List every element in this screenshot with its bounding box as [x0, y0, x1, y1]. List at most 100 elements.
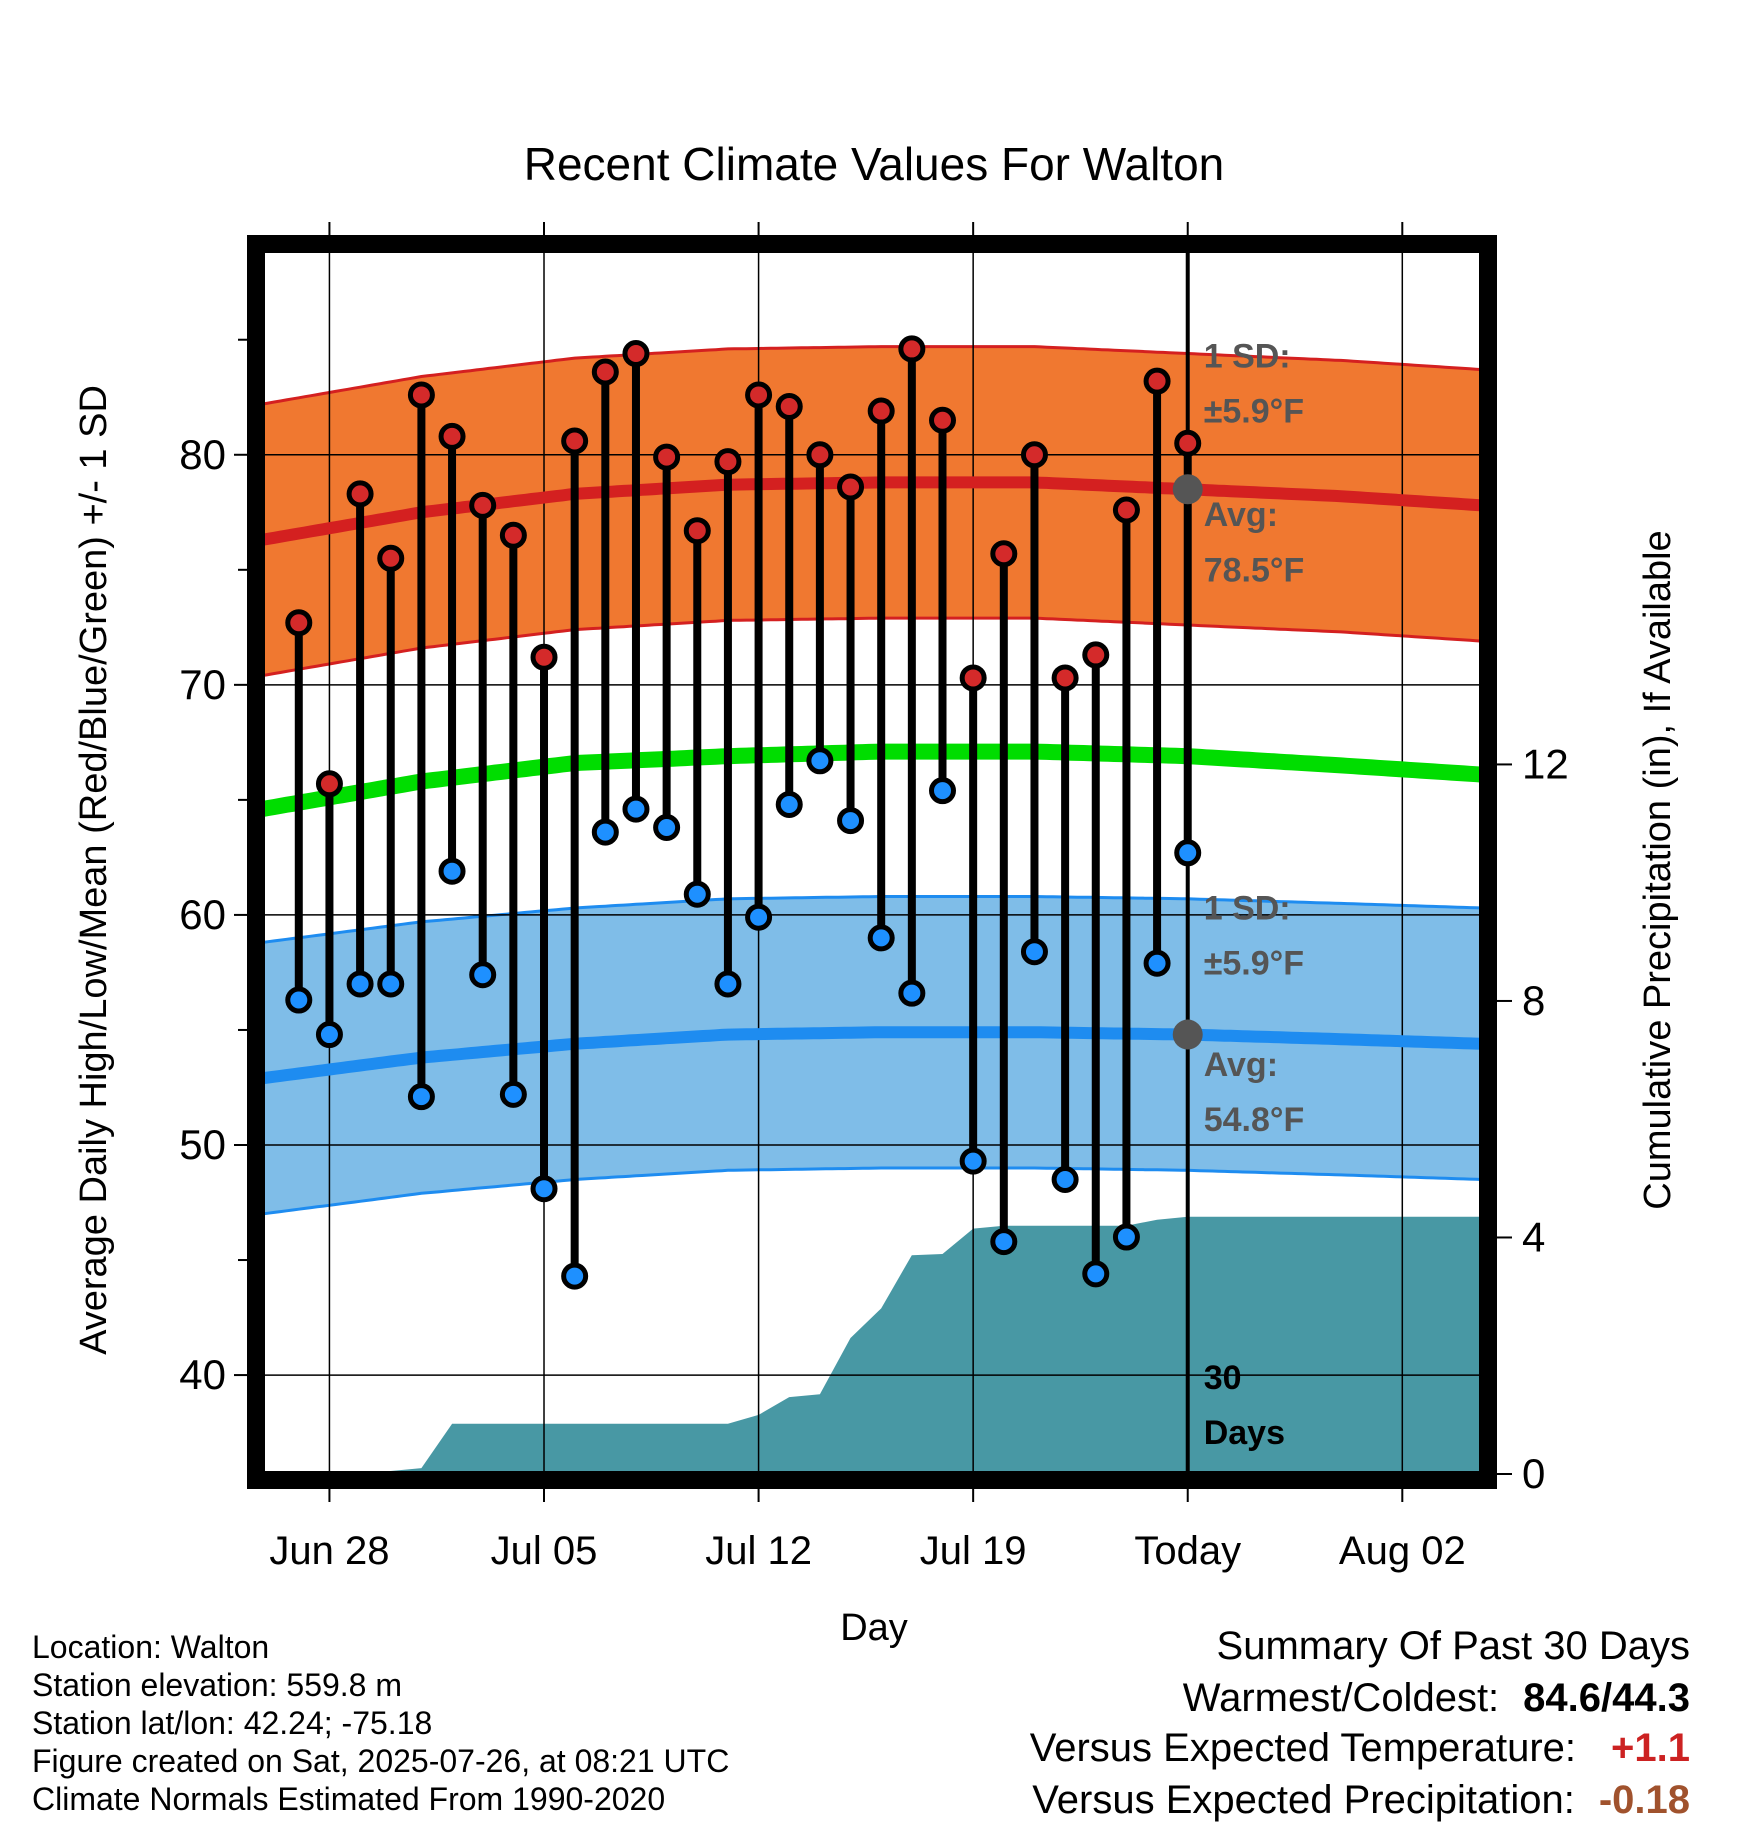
x-tick-label: Jul 12 — [705, 1529, 812, 1573]
high-sd-label: 1 SD: — [1204, 337, 1291, 375]
y-tick-label: 40 — [179, 1351, 226, 1398]
today-low-avg-marker — [1172, 1019, 1203, 1050]
low-avg-line — [262, 1026, 1482, 1085]
daily-low-point — [591, 818, 619, 846]
mean-avg-line — [262, 743, 1482, 817]
daily-high-point — [1020, 441, 1048, 469]
daily-high-point — [591, 358, 619, 386]
daily-high-point — [561, 427, 589, 455]
window-days-number: 30 — [1204, 1359, 1242, 1397]
daily-high-point — [1082, 641, 1110, 669]
station-info: Location: Walton Station elevation: 559.… — [32, 1628, 729, 1818]
daily-high-point — [714, 448, 742, 476]
daily-low-point — [438, 857, 466, 885]
daily-high-point — [959, 664, 987, 692]
y-axis-label: Average Daily High/Low/Mean (Red/Blue/Gr… — [73, 385, 115, 1355]
daily-high-point — [806, 441, 834, 469]
daily-high-point — [377, 544, 405, 572]
daily-low-point — [714, 970, 742, 998]
y-tick-label: 50 — [179, 1121, 226, 1168]
daily-high-point — [1143, 367, 1171, 395]
daily-low-point — [561, 1262, 589, 1290]
daily-high-point — [315, 770, 343, 798]
summary-temperature: Versus Expected Temperature: +1.1 — [1030, 1726, 1690, 1771]
high-avg-line — [262, 476, 1482, 546]
warmest-coldest-label: Warmest/Coldest: — [1182, 1676, 1500, 1720]
daily-high-point — [499, 521, 527, 549]
daily-low-point — [1082, 1260, 1110, 1288]
chart-title: Recent Climate Values For Walton — [524, 138, 1225, 190]
daily-high-point — [683, 517, 711, 545]
high-sd-band — [262, 346, 1482, 676]
cumulative-precip-area — [262, 1216, 1482, 1474]
high-avg-label: Avg: — [1204, 496, 1278, 534]
daily-low-point — [285, 986, 313, 1014]
y2-tick-label: 12 — [1522, 740, 1569, 787]
daily-low-point — [653, 813, 681, 841]
high-sd-value: ±5.9°F — [1204, 393, 1304, 431]
window-days-label: Days — [1204, 1414, 1285, 1452]
daily-high-point — [285, 609, 313, 637]
daily-high-point — [530, 643, 558, 671]
daily-low-point — [499, 1080, 527, 1108]
daily-high-point — [622, 340, 650, 368]
daily-high-point — [837, 473, 865, 501]
daily-high-point — [929, 406, 957, 434]
daily-low-point — [806, 747, 834, 775]
daily-low-point — [469, 961, 497, 989]
y2-tick-label: 8 — [1522, 977, 1545, 1024]
daily-low-point — [837, 807, 865, 835]
daily-low-point — [407, 1083, 435, 1111]
high-avg-value: 78.5°F — [1204, 551, 1305, 589]
daily-high-point — [775, 392, 803, 420]
daily-high-point — [1051, 664, 1079, 692]
x-tick-label: Jul 05 — [491, 1529, 598, 1573]
low-sd-band — [262, 896, 1482, 1214]
x-tick-label: Today — [1134, 1529, 1241, 1573]
summary-warmest-coldest: Warmest/Coldest: 84.6/44.3 — [1183, 1676, 1690, 1721]
x-tick-label: Aug 02 — [1339, 1529, 1466, 1573]
precip-label: Versus Expected Precipitation: — [1032, 1778, 1575, 1822]
warmest-coldest-value: 84.6/44.3 — [1523, 1676, 1690, 1720]
daily-low-point — [745, 903, 773, 931]
low-sd-label: 1 SD: — [1204, 890, 1291, 928]
daily-low-point — [867, 924, 895, 952]
daily-low-point — [929, 777, 957, 805]
y2-tick-label: 4 — [1522, 1213, 1545, 1260]
daily-high-point — [346, 480, 374, 508]
daily-low-point — [1112, 1223, 1140, 1251]
x-tick-label: Jul 19 — [920, 1529, 1027, 1573]
daily-low-point — [775, 790, 803, 818]
low-sd-upper-edge — [262, 895, 1482, 944]
y2-tick-label: 0 — [1522, 1450, 1545, 1497]
daily-low-point — [683, 880, 711, 908]
daily-high-point — [898, 335, 926, 363]
station-elevation: Station elevation: 559.8 m — [32, 1667, 403, 1703]
station-location: Location: Walton — [32, 1629, 270, 1665]
daily-low-point — [898, 979, 926, 1007]
daily-low-point — [990, 1228, 1018, 1256]
summary-title: Summary Of Past 30 Days — [1216, 1624, 1690, 1668]
daily-high-point — [1112, 496, 1140, 524]
normals-period: Climate Normals Estimated From 1990-2020 — [32, 1781, 666, 1817]
daily-low-point — [346, 970, 374, 998]
plot-frame — [247, 235, 1497, 1489]
daily-low-point — [959, 1147, 987, 1175]
low-sd-value: ±5.9°F — [1204, 945, 1304, 983]
daily-low-point — [1174, 839, 1202, 867]
high-sd-upper-edge — [262, 345, 1482, 406]
temp-label: Versus Expected Temperature: — [1029, 1726, 1576, 1770]
daily-low-point — [1051, 1166, 1079, 1194]
daily-low-point — [315, 1021, 343, 1049]
daily-high-point — [745, 381, 773, 409]
daily-high-point — [867, 397, 895, 425]
today-high-avg-marker — [1172, 474, 1203, 505]
station-latlon: Station lat/lon: 42.24; -75.18 — [32, 1705, 433, 1741]
figure-created: Figure created on Sat, 2025-07-26, at 08… — [32, 1743, 730, 1779]
daily-high-point — [407, 381, 435, 409]
x-tick-label: Jun 28 — [269, 1529, 389, 1573]
daily-low-point — [1020, 938, 1048, 966]
low-sd-lower-edge — [262, 1166, 1482, 1216]
plot-inner: 1 SD: ±5.9°F Avg: 78.5°F 1 SD: ±5.9°F Avg: 54.8… — [262, 250, 1482, 1474]
